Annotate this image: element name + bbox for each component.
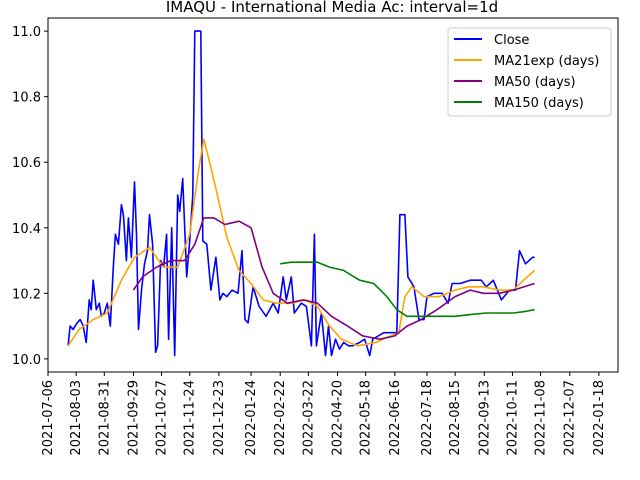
x-tick-label: 2022-02-22 <box>273 380 288 456</box>
y-tick-label: 10.0 <box>12 353 41 368</box>
x-tick-label: 2021-12-23 <box>212 380 227 456</box>
x-tick-label: 2021-10-27 <box>155 380 170 456</box>
x-tick-label: 2022-03-22 <box>301 380 316 456</box>
legend-label: MA21exp (days) <box>494 54 599 69</box>
x-tick-label: 2022-07-18 <box>420 380 435 456</box>
y-tick-label: 10.6 <box>12 156 41 171</box>
y-tick-label: 10.4 <box>12 222 41 237</box>
x-tick-label: 2021-09-29 <box>126 380 141 456</box>
x-tick-label: 2022-01-24 <box>244 380 259 456</box>
x-tick-label: 2022-09-13 <box>477 380 492 456</box>
x-tick-label: 2021-11-24 <box>183 380 198 456</box>
x-tick-label: 2021-07-06 <box>41 380 56 456</box>
y-tick-label: 11.0 <box>12 25 41 40</box>
x-tick-label: 2021-08-31 <box>97 380 112 456</box>
x-tick-label: 2022-05-18 <box>359 380 374 456</box>
x-tick-label: 2022-11-08 <box>534 380 549 456</box>
chart-title: IMAQU - International Media Ac: interval… <box>166 0 498 16</box>
x-tick-label: 2022-04-20 <box>331 380 346 456</box>
legend-label: Close <box>494 33 529 48</box>
x-tick-label: 2022-08-15 <box>448 380 463 456</box>
x-tick-label: 2022-01-18 <box>592 380 607 456</box>
y-tick-label: 10.8 <box>12 91 41 106</box>
x-tick-label: 2021-08-03 <box>69 380 84 456</box>
x-tick-label: 2022-10-11 <box>505 380 520 456</box>
legend: Close MA21exp (days) MA50 (days) MA150 (day… <box>448 28 611 116</box>
legend-label: MA50 (days) <box>494 75 576 90</box>
x-tick-label: 2022-12-07 <box>563 380 578 456</box>
legend-label: MA150 (days) <box>494 96 584 111</box>
y-tick-label: 10.2 <box>12 287 41 302</box>
x-tick-label: 2022-06-16 <box>388 380 403 456</box>
